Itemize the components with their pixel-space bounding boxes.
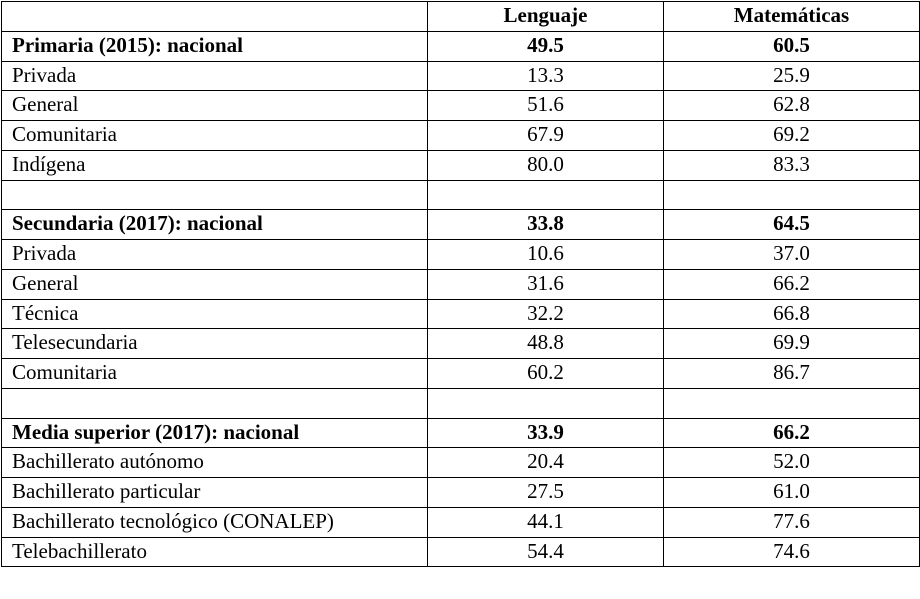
row-label: Bachillerato tecnológico (CONALEP) [1, 506, 428, 538]
matematicas-value: 77.6 [663, 506, 920, 538]
table-row: Técnica 32.2 66.8 [1, 298, 920, 330]
lenguaje-value: 32.2 [427, 298, 664, 330]
matematicas-value: 86.7 [663, 358, 920, 389]
header-lenguaje: Lenguaje [427, 1, 664, 32]
row-label: Primaria (2015): nacional [1, 30, 428, 62]
section-title-row-primaria: Primaria (2015): nacional 49.5 60.5 [1, 30, 920, 62]
row-label: Comunitaria [1, 358, 428, 389]
row-label: Privada [1, 60, 428, 92]
spacer-row [1, 179, 920, 211]
table-row: Bachillerato tecnológico (CONALEP) 44.1 … [1, 506, 920, 538]
table-row: General 31.6 66.2 [1, 268, 920, 300]
matematicas-value: 64.5 [663, 209, 920, 240]
lenguaje-value: 48.8 [427, 328, 664, 359]
matematicas-value: 25.9 [663, 60, 920, 92]
matematicas-value: 52.0 [663, 447, 920, 478]
row-label: Telesecundaria [1, 328, 428, 359]
matematicas-value: 37.0 [663, 239, 920, 270]
lenguaje-value: 33.9 [427, 417, 664, 449]
lenguaje-value: 20.4 [427, 447, 664, 478]
row-label: Secundaria (2017): nacional [1, 209, 428, 240]
section-title-row-media-superior: Media superior (2017): nacional 33.9 66.… [1, 417, 920, 449]
lenguaje-value: 67.9 [427, 120, 664, 151]
lenguaje-value: 49.5 [427, 30, 664, 62]
lenguaje-value: 31.6 [427, 268, 664, 300]
header-corner-cell [1, 1, 428, 32]
lenguaje-value: 80.0 [427, 149, 664, 181]
lenguaje-value: 54.4 [427, 536, 664, 568]
empty-cell [663, 179, 920, 211]
matematicas-value: 74.6 [663, 536, 920, 568]
header-row: Lenguaje Matemáticas [1, 1, 920, 32]
row-label: Indígena [1, 149, 428, 181]
lenguaje-value: 13.3 [427, 60, 664, 92]
empty-cell [663, 387, 920, 419]
matematicas-value: 69.9 [663, 328, 920, 359]
table-row: Comunitaria 60.2 86.7 [1, 358, 920, 389]
row-label: Técnica [1, 298, 428, 330]
matematicas-value: 66.2 [663, 268, 920, 300]
row-label: Bachillerato particular [1, 477, 428, 508]
row-label: Bachillerato autónomo [1, 447, 428, 478]
empty-cell [427, 179, 664, 211]
lenguaje-value: 60.2 [427, 358, 664, 389]
matematicas-value: 69.2 [663, 120, 920, 151]
table-row: Indígena 80.0 83.3 [1, 149, 920, 181]
spacer-row [1, 387, 920, 419]
lenguaje-value: 51.6 [427, 90, 664, 121]
table-row: General 51.6 62.8 [1, 90, 920, 121]
row-label: General [1, 268, 428, 300]
lenguaje-value: 27.5 [427, 477, 664, 508]
row-label: Comunitaria [1, 120, 428, 151]
table-row: Telesecundaria 48.8 69.9 [1, 328, 920, 359]
row-label: Privada [1, 239, 428, 270]
matematicas-value: 62.8 [663, 90, 920, 121]
row-label: Media superior (2017): nacional [1, 417, 428, 449]
row-label: General [1, 90, 428, 121]
empty-cell [1, 387, 428, 419]
matematicas-value: 61.0 [663, 477, 920, 508]
section-title-row-secundaria: Secundaria (2017): nacional 33.8 64.5 [1, 209, 920, 240]
empty-cell [1, 179, 428, 211]
table-row: Privada 10.6 37.0 [1, 239, 920, 270]
table-row: Comunitaria 67.9 69.2 [1, 120, 920, 151]
lenguaje-value: 44.1 [427, 506, 664, 538]
table-row: Privada 13.3 25.9 [1, 60, 920, 92]
header-matematicas: Matemáticas [663, 1, 920, 32]
matematicas-value: 60.5 [663, 30, 920, 62]
table-row: Bachillerato particular 27.5 61.0 [1, 477, 920, 508]
lenguaje-value: 33.8 [427, 209, 664, 240]
matematicas-value: 66.2 [663, 417, 920, 449]
table-row: Telebachillerato 54.4 74.6 [1, 536, 920, 568]
table-row: Bachillerato autónomo 20.4 52.0 [1, 447, 920, 478]
empty-cell [427, 387, 664, 419]
row-label: Telebachillerato [1, 536, 428, 568]
matematicas-value: 83.3 [663, 149, 920, 181]
lenguaje-value: 10.6 [427, 239, 664, 270]
matematicas-value: 66.8 [663, 298, 920, 330]
results-table: Lenguaje Matemáticas Primaria (2015): na… [1, 1, 920, 568]
